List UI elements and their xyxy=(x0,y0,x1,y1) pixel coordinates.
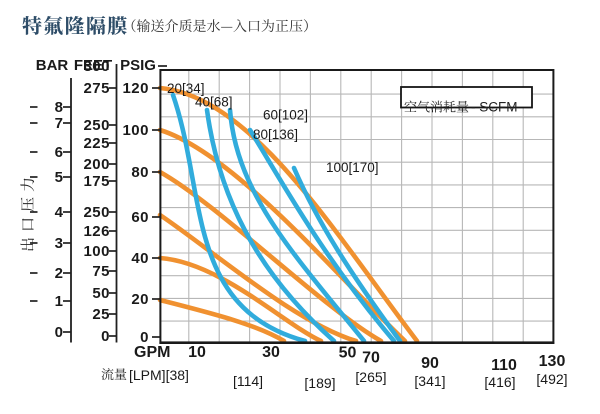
svg-text:[114]: [114] xyxy=(233,373,263,389)
svg-text:126: 126 xyxy=(83,223,110,240)
svg-text:BAR: BAR xyxy=(36,57,69,74)
svg-text:[265]: [265] xyxy=(355,369,386,385)
svg-text:275: 275 xyxy=(83,80,110,97)
svg-text:100: 100 xyxy=(122,122,149,139)
svg-text:4: 4 xyxy=(55,204,64,221)
svg-text:20[34]: 20[34] xyxy=(167,81,205,96)
svg-text:120: 120 xyxy=(122,80,149,97)
svg-text:0: 0 xyxy=(101,328,110,345)
svg-text:8: 8 xyxy=(55,99,63,116)
svg-text:2: 2 xyxy=(55,265,63,282)
svg-text:300: 300 xyxy=(83,58,110,75)
svg-text:250: 250 xyxy=(83,117,110,134)
svg-text:FEET: FEET xyxy=(74,57,112,74)
svg-text:PSIG: PSIG xyxy=(120,57,156,74)
svg-text:0: 0 xyxy=(55,324,63,341)
svg-text:40[68]: 40[68] xyxy=(195,95,233,110)
svg-text:1: 1 xyxy=(55,293,63,310)
svg-text:110: 110 xyxy=(491,357,517,374)
svg-text:25: 25 xyxy=(92,306,110,323)
svg-text:[416]: [416] xyxy=(484,374,515,390)
svg-text:80: 80 xyxy=(131,164,149,181)
svg-text:20: 20 xyxy=(131,291,149,308)
svg-text:6: 6 xyxy=(55,144,63,161)
svg-text:200: 200 xyxy=(83,156,110,173)
svg-text:250: 250 xyxy=(83,204,110,221)
svg-text:80[136]: 80[136] xyxy=(253,127,298,142)
svg-text:130: 130 xyxy=(539,353,566,370)
svg-text:0: 0 xyxy=(140,329,149,346)
svg-text:GPM: GPM xyxy=(134,344,170,361)
svg-text:7: 7 xyxy=(55,115,63,132)
svg-text:10: 10 xyxy=(188,344,206,361)
svg-text:175: 175 xyxy=(83,173,110,190)
svg-text:[189]: [189] xyxy=(304,375,335,391)
svg-text:50: 50 xyxy=(339,345,357,362)
svg-text:[LPM][38]: [LPM][38] xyxy=(129,367,189,383)
svg-text:30: 30 xyxy=(262,344,280,361)
svg-text:[492]: [492] xyxy=(536,371,567,387)
svg-text:- SCFM: - SCFM xyxy=(471,100,518,115)
svg-text:100: 100 xyxy=(83,243,110,260)
svg-text:100[170]: 100[170] xyxy=(326,160,379,175)
svg-text:5: 5 xyxy=(55,169,63,186)
svg-text:225: 225 xyxy=(83,135,110,152)
svg-text:40: 40 xyxy=(131,250,149,267)
svg-text:[341]: [341] xyxy=(414,373,445,389)
svg-text:90: 90 xyxy=(421,355,439,372)
svg-text:75: 75 xyxy=(92,263,110,280)
svg-text:70: 70 xyxy=(362,350,380,367)
svg-text:60: 60 xyxy=(131,209,149,226)
svg-text:3: 3 xyxy=(55,235,63,252)
svg-text:60[102]: 60[102] xyxy=(263,108,308,123)
svg-text:50: 50 xyxy=(92,285,110,302)
